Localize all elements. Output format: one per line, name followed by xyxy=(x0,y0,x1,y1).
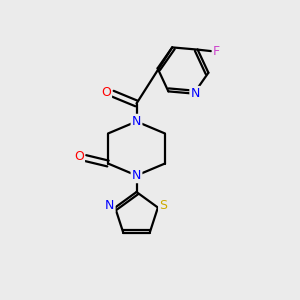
Text: S: S xyxy=(159,199,167,212)
Text: N: N xyxy=(190,87,200,100)
Text: N: N xyxy=(132,115,141,128)
Text: O: O xyxy=(74,150,84,163)
Text: N: N xyxy=(105,199,114,212)
Text: O: O xyxy=(101,85,111,99)
Text: F: F xyxy=(213,45,220,58)
Text: N: N xyxy=(132,169,141,182)
